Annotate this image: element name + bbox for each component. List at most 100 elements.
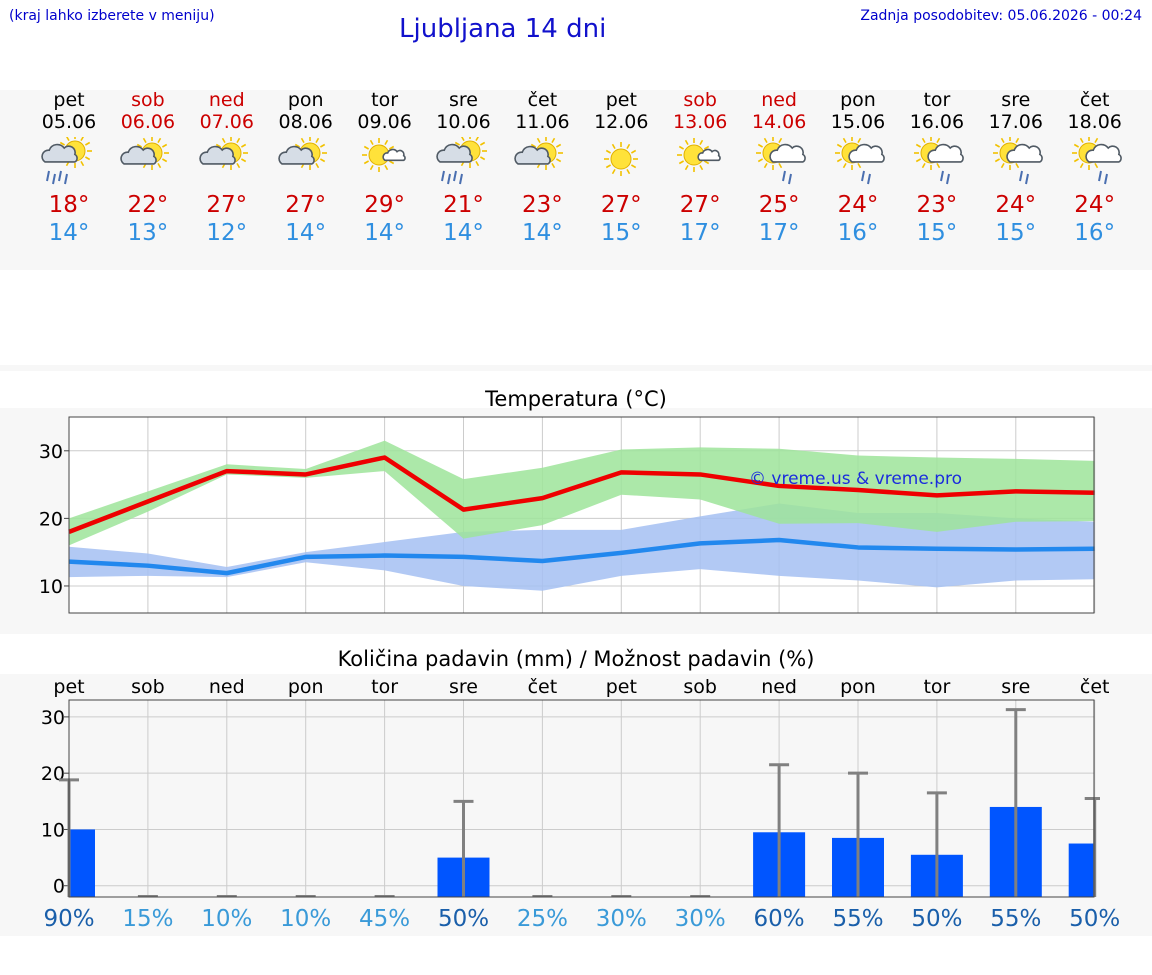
day-forecast: ned 07.06 27° 12° — [187, 89, 267, 247]
day-forecast: pet 05.06 18° 14° — [29, 89, 109, 247]
min-temp: 15° — [995, 220, 1037, 246]
min-temp: 14° — [522, 220, 563, 246]
day-date: 14.06 — [751, 111, 807, 133]
icon-shape — [913, 137, 964, 185]
day-forecast: sob 13.06 27° 17° — [660, 89, 740, 247]
min-temp: 17° — [679, 220, 721, 246]
sun-storm-cloud-rain-icon — [835, 137, 885, 185]
page-title: Ljubljana 14 dni — [399, 14, 607, 44]
day-date: 09.06 — [357, 111, 412, 133]
max-temp: 25° — [758, 192, 800, 218]
x-tick-label: pon — [840, 676, 876, 698]
precip-probability: 30% — [596, 906, 647, 932]
max-temp-range — [69, 440, 1095, 546]
precip-probability: 10% — [280, 906, 331, 932]
precip-probability: 15% — [122, 906, 173, 932]
day-forecast: tor 09.06 29° 14° — [345, 89, 425, 247]
day-name: čet — [1079, 89, 1110, 111]
x-tick-label: tor — [371, 676, 398, 698]
y-tick-label: 30 — [41, 707, 65, 729]
precip-probability: 50% — [1069, 906, 1120, 932]
icon-shape — [41, 137, 92, 185]
day-name: tor — [371, 89, 399, 111]
day-date: 07.06 — [199, 111, 254, 133]
icon-shape — [277, 137, 327, 170]
icon-shape — [199, 137, 248, 170]
day-name: pet — [605, 89, 637, 111]
watermark: © vreme.us & vreme.pro — [749, 469, 962, 489]
max-temp: 18° — [48, 192, 90, 218]
max-temp: 27° — [679, 192, 721, 218]
icon-shape — [361, 138, 406, 172]
day-name: pet — [53, 89, 85, 111]
sun-storm-cloud-rain-icon — [756, 137, 806, 185]
x-tick-label: ned — [761, 676, 797, 698]
y-tick-label: 20 — [39, 508, 63, 530]
sun-storm-cloud-rain-icon — [1071, 137, 1122, 185]
x-tick-label: pet — [606, 676, 637, 698]
day-date: 11.06 — [515, 111, 570, 133]
precip-probability: 30% — [675, 906, 726, 932]
icon-shape — [835, 137, 885, 185]
x-tick-label: sob — [131, 676, 165, 698]
day-name: sre — [449, 89, 478, 111]
x-tick-label: sre — [449, 676, 478, 698]
precip-probability: 90% — [43, 906, 94, 932]
precip-probability: 55% — [832, 906, 883, 932]
min-temp-line — [68, 537, 1095, 576]
day-date: 08.06 — [278, 111, 333, 133]
min-temp: 12° — [206, 220, 248, 246]
sun-cloud-heavy-rain-icon — [41, 137, 92, 185]
min-temp: 16° — [837, 220, 879, 246]
precip-probability: 55% — [990, 906, 1041, 932]
day-forecast: sre 10.06 21° 14° — [424, 89, 504, 247]
x-tick-label: pet — [53, 676, 84, 698]
y-tick-label: 0 — [53, 876, 65, 898]
day-date: 18.06 — [1067, 111, 1122, 133]
precipitation-chart: pet sob ned pon tor sre čet pet sob ned pon tor sre č… — [41, 676, 1120, 932]
precip-probability: 45% — [359, 906, 410, 932]
y-tick-label: 30 — [39, 441, 63, 463]
plot-frame — [68, 699, 1095, 898]
min-temp: 14° — [443, 220, 484, 246]
day-forecast: pet 12.06 27° 15° — [581, 89, 661, 247]
max-temp: 27° — [206, 192, 248, 218]
day-forecast: sre 17.06 24° 15° — [976, 89, 1056, 247]
max-temp: 29° — [364, 192, 405, 218]
min-temp: 14° — [285, 220, 327, 246]
x-tick-label: sre — [1001, 676, 1030, 698]
min-temp: 17° — [758, 220, 800, 246]
x-tick-label: čet — [528, 676, 558, 698]
sun-cloud-heavy-rain-icon — [435, 137, 487, 185]
max-temp: 27° — [600, 192, 642, 218]
x-tick-label: pon — [288, 676, 324, 698]
min-temp: 15° — [600, 220, 642, 246]
day-name: pon — [840, 89, 876, 111]
min-temp: 14° — [48, 220, 90, 246]
day-name: sob — [683, 89, 717, 111]
x-tick-label: sob — [683, 676, 717, 698]
day-date: 06.06 — [120, 111, 176, 133]
y-tick-label: 10 — [41, 819, 65, 841]
precip-bar — [1068, 843, 1094, 897]
min-temp: 13° — [127, 220, 169, 246]
x-tick-label: ned — [209, 676, 245, 698]
max-temp: 23° — [522, 192, 563, 218]
max-temp: 24° — [995, 192, 1037, 218]
divider — [0, 365, 1152, 371]
y-tick-label: 20 — [41, 763, 65, 785]
sun-small-cloud-icon — [361, 138, 406, 172]
day-date: 12.06 — [594, 111, 649, 133]
max-temp: 24° — [837, 192, 879, 218]
precipitation-chart-title: Količina padavin (mm) / Možnost padavin … — [337, 647, 815, 671]
sun-small-cloud-icon — [677, 138, 721, 172]
day-date: 05.06 — [41, 111, 97, 133]
precip-probability: 25% — [517, 906, 568, 932]
day-forecast: pon 08.06 27° 14° — [266, 89, 346, 247]
max-temp: 24° — [1074, 192, 1116, 218]
icon-shape — [1071, 137, 1122, 185]
day-forecast: pon 15.06 24° 16° — [818, 89, 898, 247]
max-temp: 27° — [285, 192, 327, 218]
sun-cloud-icon — [120, 137, 169, 170]
precip-bar — [69, 829, 95, 897]
